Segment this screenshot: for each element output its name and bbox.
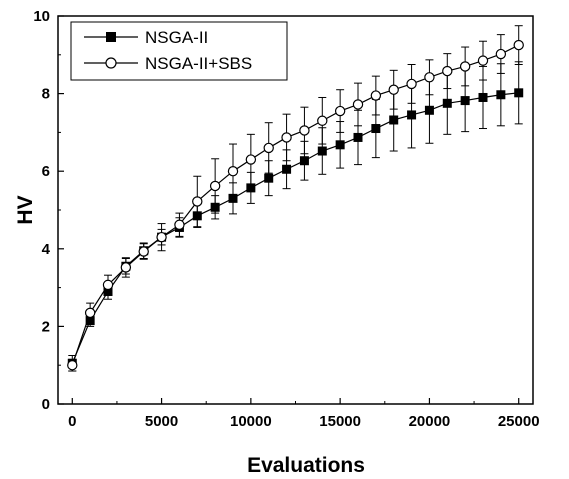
- data-point-circle: [317, 115, 328, 126]
- data-point-circle: [352, 99, 364, 110]
- data-point-circle: [156, 231, 167, 243]
- data-point-circle: [281, 132, 292, 143]
- data-point-square: [496, 90, 506, 100]
- data-point-circle: [477, 55, 489, 66]
- x-tick-label: 15000: [319, 413, 361, 430]
- y-tick-label: 0: [42, 396, 50, 413]
- y-axis-title: HV: [14, 195, 37, 224]
- data-point-circle: [263, 142, 274, 154]
- data-point-circle: [209, 180, 221, 192]
- data-point-square: [335, 140, 345, 150]
- data-point-circle: [388, 84, 399, 95]
- legend-marker-nsga2-sbs: [105, 57, 117, 69]
- data-point-circle: [370, 90, 382, 101]
- series-nsga2-sbs: [67, 25, 524, 372]
- data-point-circle: [406, 78, 417, 90]
- data-point-square: [299, 156, 309, 166]
- legend-label-nsga2-sbs: NSGA-II+SBS: [145, 54, 252, 73]
- data-point-circle: [84, 307, 96, 319]
- data-point-circle: [245, 154, 257, 165]
- data-point-circle: [67, 360, 78, 371]
- data-point-square: [317, 146, 327, 156]
- series-layer: [67, 25, 524, 372]
- y-axis-ticks: 0 2 4 6 8 10: [33, 8, 64, 413]
- data-point-circle: [120, 262, 132, 273]
- legend-box: [70, 21, 288, 81]
- data-point-square: [407, 110, 417, 120]
- series-nsga2: [67, 61, 524, 372]
- data-point-square: [389, 115, 399, 125]
- data-point-square: [442, 98, 452, 108]
- x-tick-label: 0: [68, 413, 76, 430]
- data-point-square: [514, 88, 524, 98]
- y-tick-label: 10: [33, 8, 50, 25]
- data-point-circle: [424, 72, 435, 83]
- data-point-square: [460, 96, 470, 106]
- data-point-circle: [334, 105, 346, 117]
- data-point-circle: [102, 279, 114, 291]
- x-tick-label: 20000: [409, 413, 451, 430]
- legend-marker-nsga2: [106, 32, 116, 42]
- x-tick-label: 5000: [145, 413, 178, 430]
- y-tick-label: 8: [42, 86, 50, 103]
- x-tick-label: 10000: [230, 413, 272, 430]
- series-line: [71, 44, 519, 366]
- data-point-circle: [299, 125, 310, 136]
- data-point-square: [282, 164, 292, 174]
- y-tick-label: 6: [42, 163, 50, 180]
- data-point-circle: [174, 219, 185, 230]
- x-tick-label: 25000: [498, 413, 540, 430]
- data-point-square: [353, 132, 363, 142]
- data-point-circle: [227, 165, 239, 177]
- data-point-circle: [459, 61, 471, 72]
- y-tick-label: 4: [42, 241, 51, 258]
- data-point-circle: [513, 39, 524, 51]
- data-point-circle: [138, 246, 149, 257]
- data-point-square: [478, 92, 488, 102]
- data-point-square: [424, 105, 434, 115]
- x-axis-title: Evaluations: [247, 454, 365, 477]
- legend: NSGA-II NSGA-II+SBS: [70, 21, 288, 81]
- y-tick-label: 2: [42, 318, 50, 335]
- data-point-circle: [442, 65, 453, 77]
- data-point-circle: [192, 196, 203, 207]
- data-point-square: [246, 183, 256, 193]
- data-point-square: [264, 173, 274, 183]
- data-point-square: [371, 124, 381, 134]
- x-axis-ticks: 0 5000 10000 15000 20000 25000: [68, 398, 540, 430]
- legend-label-nsga2: NSGA-II: [145, 28, 208, 47]
- data-point-circle: [495, 48, 507, 60]
